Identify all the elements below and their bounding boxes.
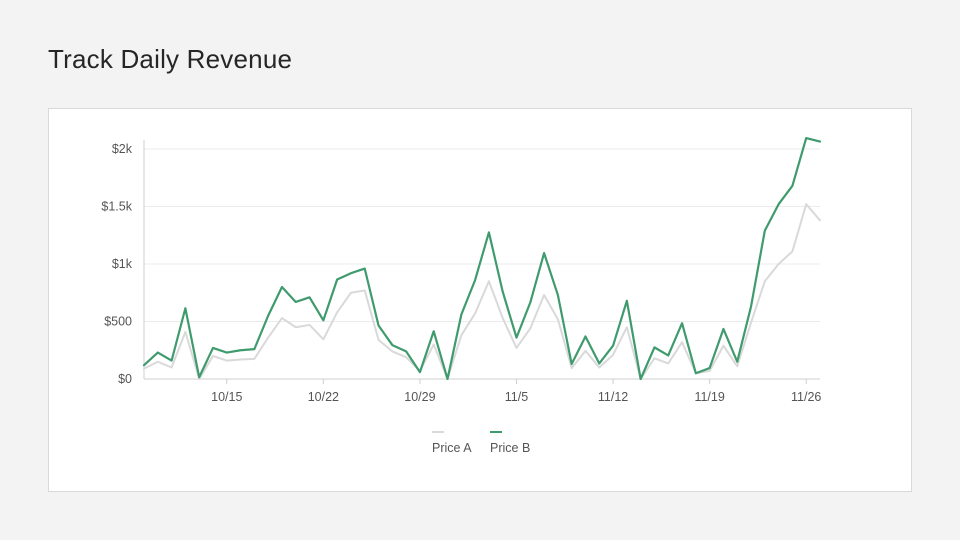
series-layer <box>142 136 822 381</box>
y-tick-label: $0 <box>118 372 132 386</box>
series-line-price-b <box>142 136 822 381</box>
legend: Price A Price B <box>432 431 530 455</box>
y-tick-label: $1k <box>112 257 133 271</box>
series-line-price-a <box>143 203 821 380</box>
y-tick-label: $500 <box>104 315 132 329</box>
y-tick-label: $2k <box>112 142 133 156</box>
page-title: Track Daily Revenue <box>48 44 293 74</box>
x-tick-label: 11/19 <box>694 390 724 404</box>
x-tick-label: 11/12 <box>598 390 628 404</box>
legend-label-price-a: Price A <box>432 441 472 455</box>
chart-card: $0 $500 $1k $1.5k $2k 10/15 10/22 10/29 11/5 11/1… <box>48 108 912 492</box>
axis-layer: $0 $500 $1k $1.5k $2k 10/15 10/22 10/29 11/5 11/1… <box>101 140 821 404</box>
x-tick-label: 10/29 <box>404 390 435 404</box>
x-tick-label: 11/26 <box>791 390 821 404</box>
x-tick-label: 11/5 <box>505 390 528 404</box>
legend-label-price-b: Price B <box>490 441 530 455</box>
line-chart: $0 $500 $1k $1.5k $2k 10/15 10/22 10/29 11/5 11/1… <box>101 136 822 455</box>
x-tick-label: 10/15 <box>211 390 242 404</box>
x-tick-label: 10/22 <box>308 390 339 404</box>
y-tick-label: $1.5k <box>101 200 132 214</box>
